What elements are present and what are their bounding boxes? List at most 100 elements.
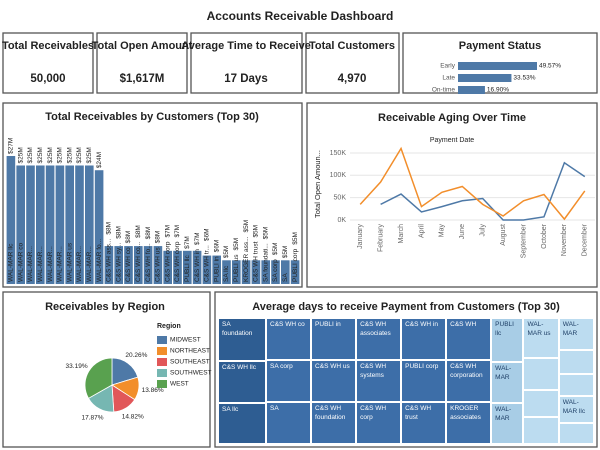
value-label: $7M [194,232,201,245]
category-label: WAL-MAR... [37,246,44,282]
kpi-value: $1,617M [120,73,165,85]
bar [55,165,65,284]
line [359,146,586,221]
value-label: $24M [96,152,103,168]
cell-label: C&S WH foundation [315,405,346,421]
chart-title: Average days to receive Payment from Cus… [252,301,560,313]
cell-label: C&S WH [450,321,477,328]
value-label: 49.57% [539,63,561,70]
bar [143,246,153,284]
x-tick-label: September [520,223,527,258]
category-label: C&S WH fo... [145,243,152,282]
cell-label: C&S WH co [270,321,305,328]
y-tick-label: 0K [337,217,346,224]
bar [222,260,231,284]
legend-label: WEST [170,381,189,388]
treemap-cell: C&S WH llc [218,361,267,403]
bar [271,260,280,284]
bar [163,250,172,284]
bar [261,260,270,284]
treemap-cell: C&S WH [446,318,492,360]
treemap-cell: SA llc [218,402,267,444]
value-label: $5M [253,225,260,238]
x-tick-label: January [357,224,364,249]
cell-label: SA llc [222,405,239,413]
cell-label: WAL-MAR [495,364,512,381]
treemap-cell: PUBLI corp [401,360,447,402]
legend-swatch [157,336,167,344]
y-axis-label: Total Open Amoun... [313,150,322,218]
treemap-cell [523,417,559,444]
treemap-cell [523,390,559,418]
category-label: C&S WH us [155,247,162,282]
chart-subtitle: Payment Date [430,137,474,144]
pie-slice [84,357,113,399]
kpi-value: 17 Days [224,73,267,85]
bar [85,165,94,284]
value-label: $8M [155,231,162,244]
legend-swatch [157,380,167,388]
value-label: $8M [125,231,132,244]
value-label: $8M [135,225,142,238]
value-label: 13.86% [142,387,164,394]
treemap-cell: C&S WH trust [401,402,447,444]
value-label: $25M [37,147,44,163]
category-label: WAL-MAR... [47,246,54,282]
x-tick-label: November [561,223,568,256]
value-label: $7M [174,225,181,238]
value-label: 17.87% [82,414,104,421]
category-label: WAL-MAR... [86,246,93,282]
category-label: C&S WH trust [253,241,260,282]
cell-label: C&S WH corp [360,405,387,421]
category-label: WAL-MAR co [17,242,24,282]
treemap-cell: SA [266,402,312,444]
bar [251,260,261,284]
bar [45,165,55,284]
cell-label: WAL-MAR us [527,321,551,337]
bar [16,165,25,284]
kpi-card [190,32,303,94]
value-label: 20.26% [125,352,147,359]
value-label: $5M [243,220,250,233]
line [380,161,586,221]
bar [65,165,74,284]
bar [124,246,133,284]
legend-label: MIDWEST [170,337,201,344]
bar [232,260,241,284]
treemap-cell: WAL-MAR [491,361,524,403]
bar [281,260,290,284]
x-tick-label: June [459,224,466,239]
bar [94,170,104,284]
value-label: $25M [86,147,93,163]
treemap-cell: PUBLI llc [491,318,524,362]
treemap-cell: WAL-MAR [558,318,594,351]
category-label: WAL-MAR... [27,246,34,282]
value-label: $25M [57,147,64,163]
x-tick-label: August [500,224,507,246]
cell-label: C&S WH llc [222,364,256,372]
legend-swatch [157,369,167,377]
x-tick-label: May [439,224,446,238]
category-label: WAL-MAR us [66,242,73,282]
value-label: $7M [184,236,191,249]
cell-label: C&S WH corporation [450,363,483,379]
cell-label: C&S WH us [315,363,350,370]
kpi-label: Total Open Amount [92,40,193,52]
category-label: PUBLI in [213,256,220,282]
treemap-cell [558,374,594,396]
chart-title: Receivable Aging Over Time [378,112,526,124]
bar [212,255,221,284]
x-tick-label: October [541,223,548,249]
category-label: Late [442,75,455,82]
category-label: C&S WH corp [164,241,171,282]
value-label: $25M [17,147,24,163]
treemap-cell: SA corp [266,360,312,402]
bar [75,165,84,284]
value-label: $25M [76,147,83,163]
bar [134,246,143,284]
bar [36,165,45,284]
cell-label: SA foundation [222,321,253,337]
legend-swatch [157,347,167,355]
value-label: $25M [66,147,73,163]
